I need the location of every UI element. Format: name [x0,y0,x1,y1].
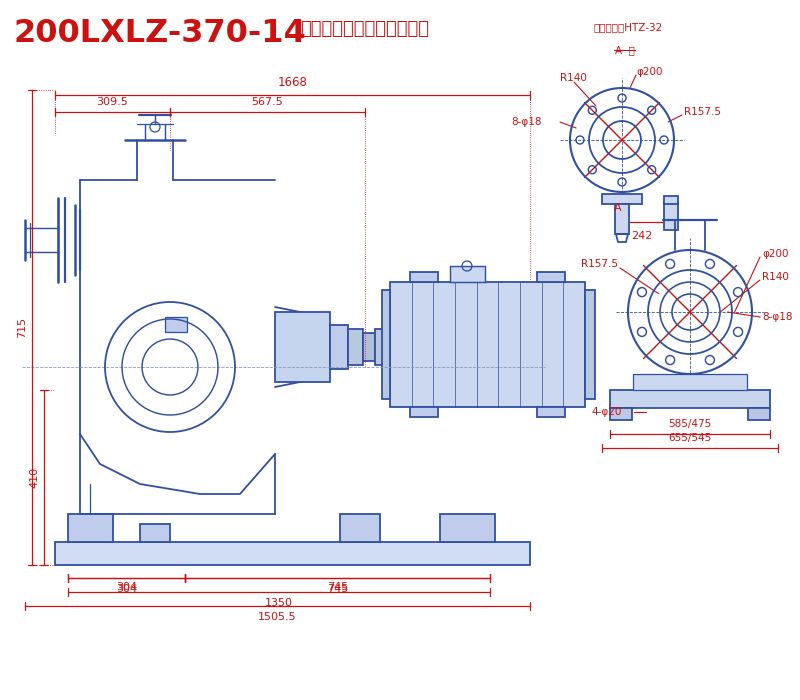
Text: 8-φ18: 8-φ18 [511,117,542,127]
Bar [375,329,390,365]
Text: 242: 242 [631,231,653,241]
Text: A  向: A 向 [615,45,635,55]
Text: 585/475: 585/475 [668,419,712,429]
Text: 1350: 1350 [265,598,293,608]
Bar [410,272,438,282]
Bar [537,272,565,282]
Text: 715: 715 [17,317,27,338]
Text: φ200: φ200 [636,67,662,77]
Bar [537,407,565,417]
Bar [440,514,495,542]
Bar [410,407,438,417]
Text: R157.5: R157.5 [684,107,721,117]
Text: R140: R140 [560,73,587,83]
Bar [363,333,375,361]
Bar [450,266,485,282]
Text: φ200: φ200 [762,249,789,259]
Text: R157.5: R157.5 [581,259,618,269]
Bar [340,514,380,542]
Text: 745: 745 [327,582,348,592]
Text: 745: 745 [327,584,348,594]
Bar [610,390,770,408]
Bar [382,290,390,399]
Bar [140,524,170,542]
Text: A: A [614,203,622,213]
Text: 410: 410 [29,467,39,488]
Bar [615,204,629,234]
Bar [390,282,585,407]
Bar [55,542,530,565]
Text: R140: R140 [762,272,789,282]
Bar [610,408,632,420]
Bar [664,202,678,230]
Bar [275,312,330,382]
Text: 304: 304 [116,582,137,592]
Bar [748,408,770,420]
Text: 567.5: 567.5 [252,97,283,107]
Text: 309.5: 309.5 [97,97,128,107]
Bar [585,290,595,399]
Bar [68,514,113,542]
Text: 1505.5: 1505.5 [258,612,297,622]
Bar [165,317,187,332]
Text: 1668: 1668 [278,76,307,89]
Bar [602,194,642,204]
Text: 304: 304 [116,584,137,594]
Text: 8-φ18: 8-φ18 [762,312,793,322]
Text: 655/545: 655/545 [668,433,712,443]
Text: 4-φ20: 4-φ20 [592,407,622,417]
Text: 底座代号：HTZ-32: 底座代号：HTZ-32 [593,22,662,32]
Bar [664,196,678,204]
Text: 型纸浆泅外形图及安装尺寸: 型纸浆泅外形图及安装尺寸 [300,20,429,38]
Bar [633,374,747,390]
Text: 200LXLZ-370-14: 200LXLZ-370-14 [14,18,307,49]
Bar [348,329,363,365]
Bar [330,325,348,369]
